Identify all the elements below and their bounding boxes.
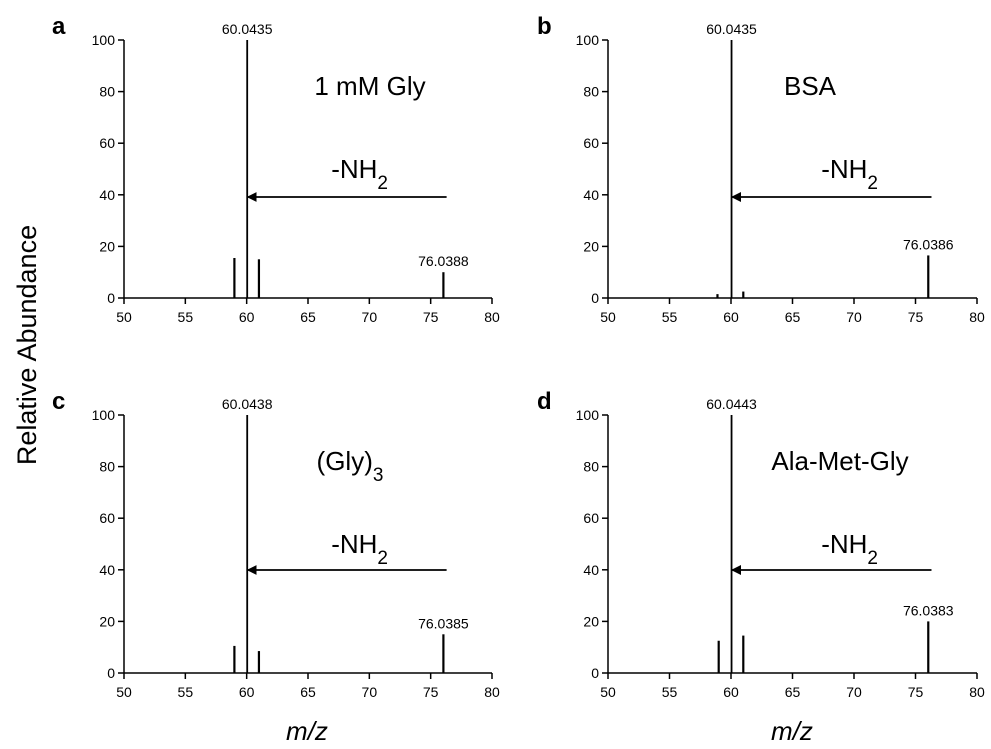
peak-label: 76.0383 <box>903 602 954 618</box>
peak-label: 60.0438 <box>222 396 273 412</box>
x-tick-label: 70 <box>846 684 862 700</box>
y-axis-label: Relative Abundance <box>12 225 42 465</box>
y-tick-label: 0 <box>591 665 599 681</box>
panel-d: 0 20 40 60 80 100 50 55 60 65 70 75 80 60.0443 76.0383… <box>537 388 985 700</box>
y-tick-label: 60 <box>99 510 115 526</box>
loss-annotation: -NH2 <box>821 154 878 194</box>
loss-annotation: -NH2 <box>331 529 388 569</box>
x-tick-label: 75 <box>423 684 439 700</box>
panel-letter: d <box>537 388 552 415</box>
x-tick-label: 75 <box>908 684 924 700</box>
x-tick-label: 55 <box>662 684 678 700</box>
x-tick-label: 70 <box>362 309 378 325</box>
sample-title: 1 mM Gly <box>314 71 425 101</box>
x-tick-label: 60 <box>723 309 739 325</box>
y-tick-label: 40 <box>99 562 115 578</box>
x-tick-label: 50 <box>116 309 132 325</box>
y-tick-label: 80 <box>99 84 115 100</box>
x-tick-label: 65 <box>300 684 316 700</box>
x-axis-label-left: m/z <box>286 716 328 746</box>
y-tick-label: 40 <box>583 187 599 203</box>
x-tick-label: 80 <box>969 309 985 325</box>
x-tick-label: 65 <box>785 309 801 325</box>
y-tick-label: 40 <box>99 187 115 203</box>
panel-c: 0 20 40 60 80 100 50 55 60 65 70 75 80 60.0438 76.0385… <box>52 388 500 700</box>
x-tick-label: 55 <box>662 309 678 325</box>
x-tick-label: 50 <box>116 684 132 700</box>
peak-label: 76.0386 <box>903 236 954 252</box>
peak-label: 76.0385 <box>418 615 469 631</box>
x-tick-label: 60 <box>239 684 255 700</box>
panel-letter: c <box>52 388 65 415</box>
x-tick-label: 70 <box>846 309 862 325</box>
y-tick-label: 60 <box>583 135 599 151</box>
y-tick-label: 80 <box>583 459 599 475</box>
peak-label: 60.0435 <box>706 21 757 37</box>
y-tick-label: 0 <box>107 665 115 681</box>
y-tick-label: 100 <box>92 407 116 423</box>
x-tick-label: 80 <box>969 684 985 700</box>
x-tick-label: 75 <box>908 309 924 325</box>
sample-title: (Gly)3 <box>317 446 384 486</box>
y-tick-label: 80 <box>99 459 115 475</box>
y-tick-label: 20 <box>583 613 599 629</box>
x-tick-label: 60 <box>723 684 739 700</box>
y-tick-label: 20 <box>99 613 115 629</box>
y-tick-label: 100 <box>92 32 116 48</box>
sample-title: Ala-Met-Gly <box>771 446 908 476</box>
y-tick-label: 0 <box>107 290 115 306</box>
x-tick-label: 55 <box>178 309 194 325</box>
x-tick-label: 65 <box>300 309 316 325</box>
y-tick-label: 80 <box>583 84 599 100</box>
y-tick-label: 60 <box>99 135 115 151</box>
y-tick-label: 20 <box>583 238 599 254</box>
x-axis-label-right: m/z <box>771 716 813 746</box>
y-tick-label: 0 <box>591 290 599 306</box>
y-tick-label: 40 <box>583 562 599 578</box>
sample-title: BSA <box>784 71 837 101</box>
peak-label: 60.0443 <box>706 396 757 412</box>
panel-letter: a <box>52 13 66 40</box>
x-tick-label: 80 <box>484 684 500 700</box>
loss-annotation: -NH2 <box>331 154 388 194</box>
x-tick-label: 60 <box>239 309 255 325</box>
x-tick-label: 75 <box>423 309 439 325</box>
peak-label: 76.0388 <box>418 253 469 269</box>
loss-annotation: -NH2 <box>821 529 878 569</box>
x-tick-label: 50 <box>600 684 616 700</box>
y-tick-label: 60 <box>583 510 599 526</box>
peak-label: 60.0435 <box>222 21 273 37</box>
x-tick-label: 70 <box>362 684 378 700</box>
panel-b: 0 20 40 60 80 100 50 55 60 65 70 75 80 60.0435 76.0386… <box>537 13 985 325</box>
y-tick-label: 100 <box>576 32 600 48</box>
panel-a: 0 20 40 60 80 100 50 55 60 65 70 75 80 60.0435 76.0388… <box>52 13 500 325</box>
y-tick-label: 20 <box>99 238 115 254</box>
x-tick-label: 80 <box>484 309 500 325</box>
x-tick-label: 65 <box>785 684 801 700</box>
panel-letter: b <box>537 13 552 40</box>
y-tick-label: 100 <box>576 407 600 423</box>
x-tick-label: 50 <box>600 309 616 325</box>
x-tick-label: 55 <box>178 684 194 700</box>
